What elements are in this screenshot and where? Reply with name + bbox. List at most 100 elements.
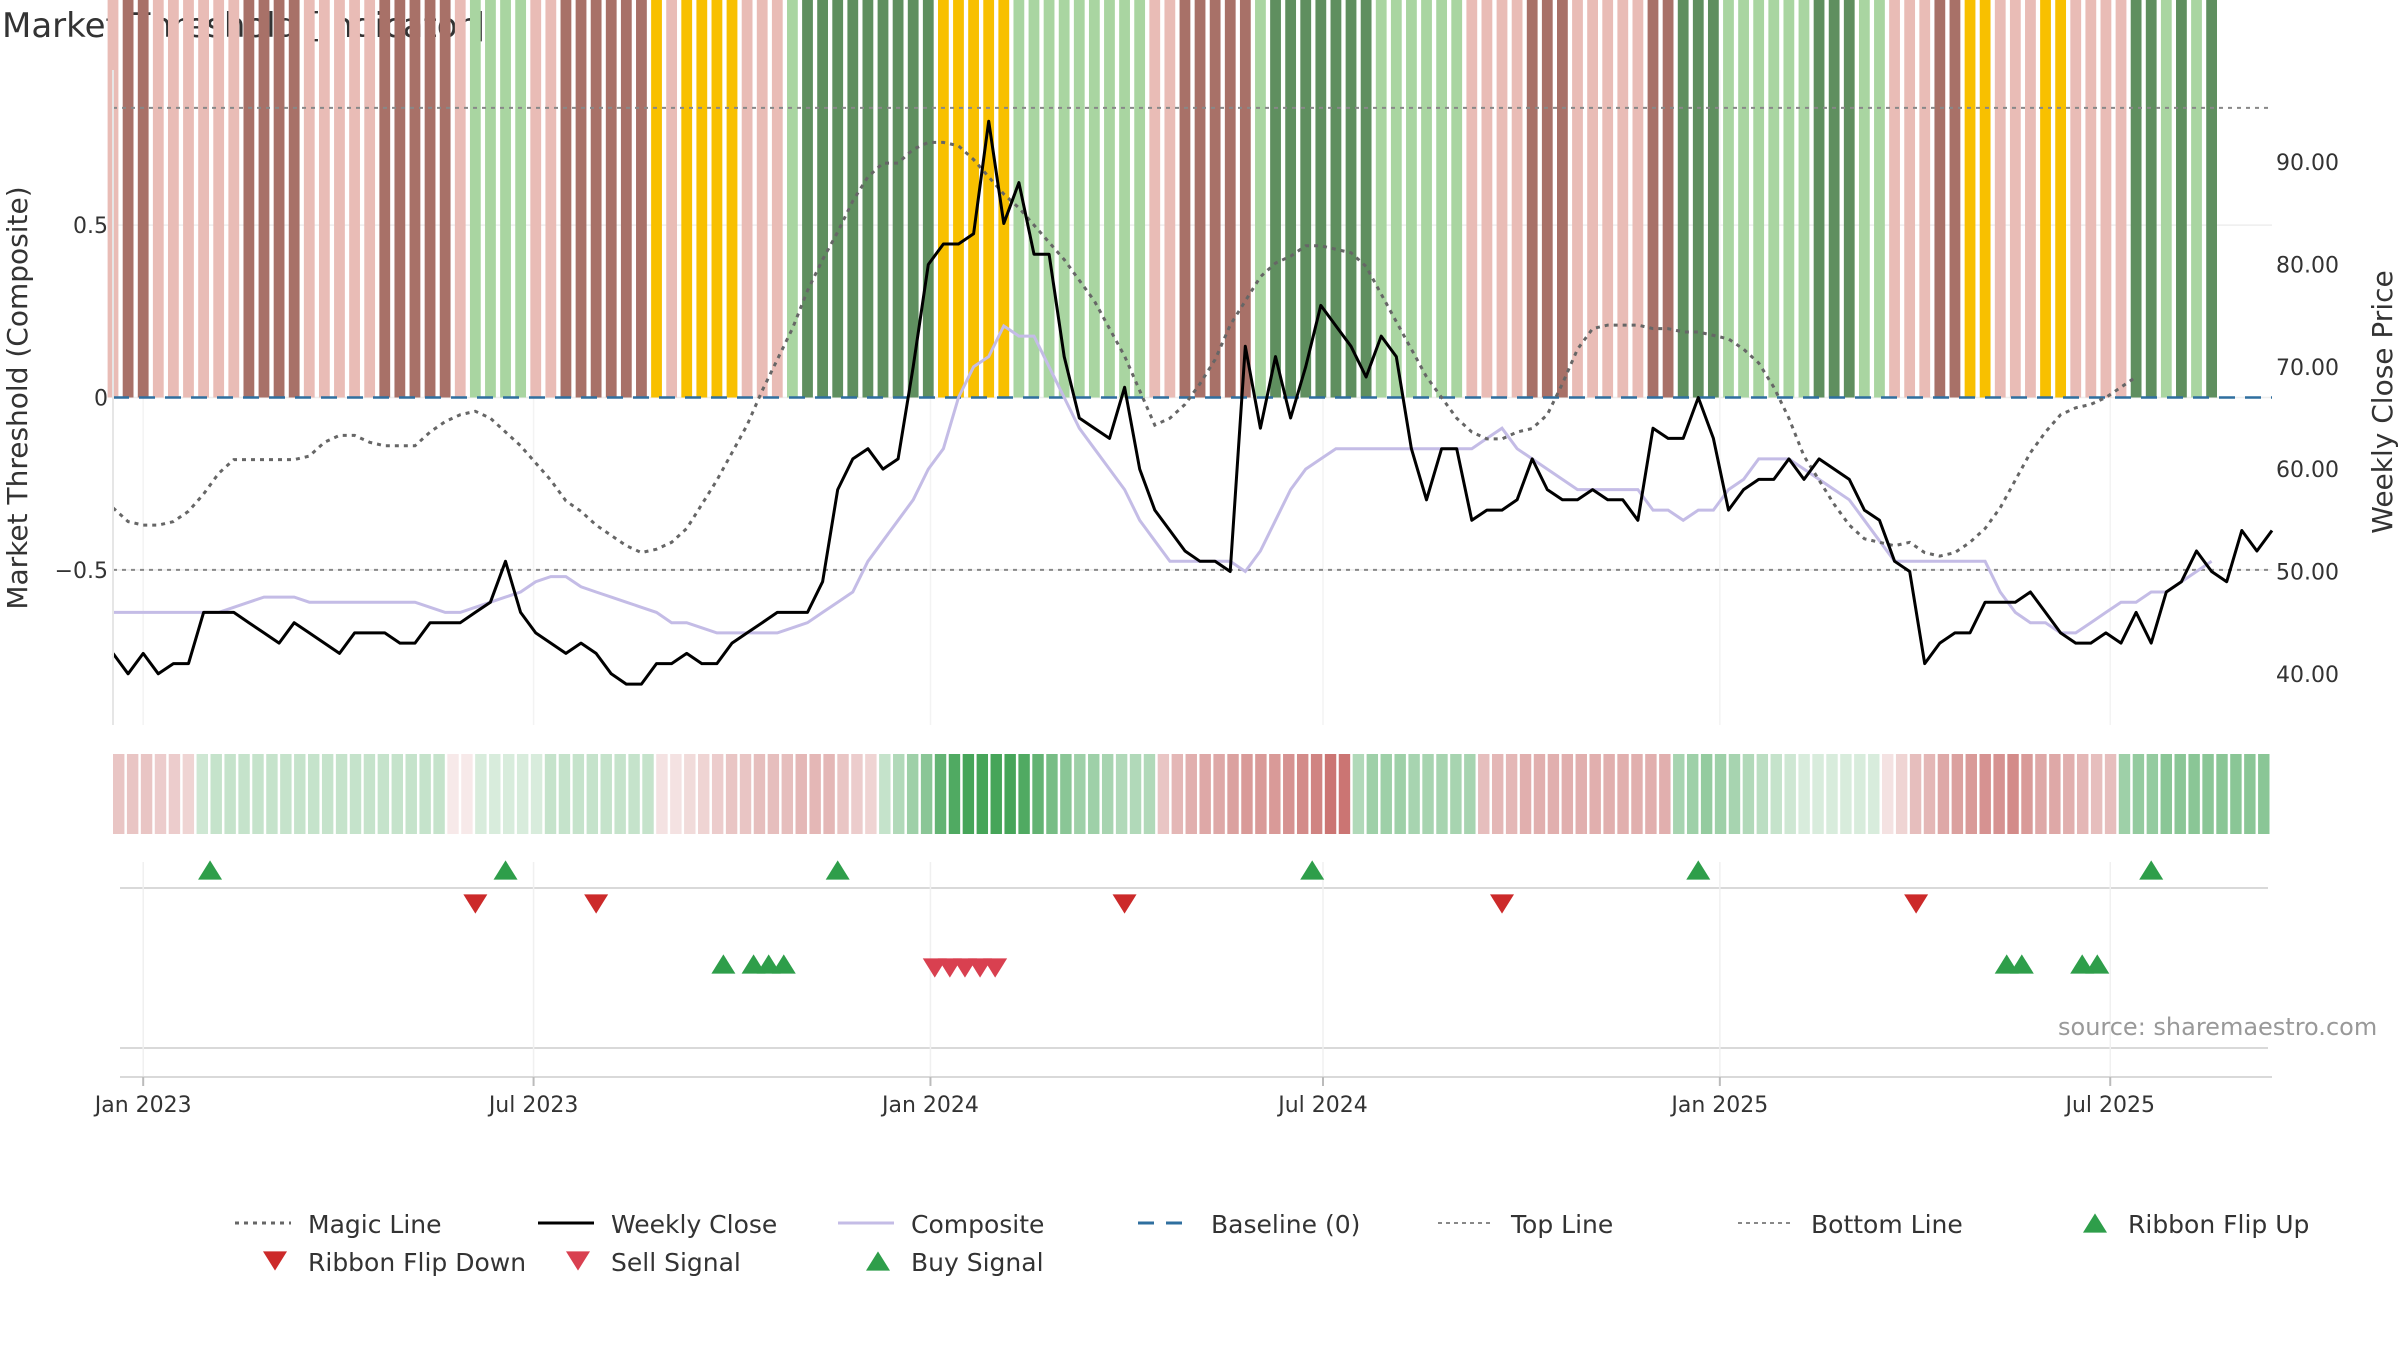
composite-bar xyxy=(198,0,209,398)
ribbon-cell xyxy=(1965,754,1977,834)
composite-bar xyxy=(1874,0,1885,398)
composite-bar xyxy=(228,0,240,398)
ribbon-cell xyxy=(1422,754,1434,834)
ribbon-cell xyxy=(1032,754,1044,834)
composite-bar xyxy=(1511,0,1523,398)
ribbon-cell xyxy=(753,754,766,834)
ribbon-cell xyxy=(1352,754,1365,834)
composite-bar xyxy=(2100,0,2112,398)
x-tick-label: Jan 2023 xyxy=(93,1093,192,1118)
ribbon-cell xyxy=(1923,754,1936,834)
composite-bar xyxy=(1436,0,1448,398)
composite-bar xyxy=(1994,0,2006,398)
ribbon-cell xyxy=(1227,754,1239,834)
composite-bar xyxy=(1285,0,1297,398)
ribbon-cell xyxy=(1589,754,1601,834)
composite-bar xyxy=(1572,0,1583,398)
ribbon-cell xyxy=(405,754,417,834)
ribbon-cell xyxy=(851,754,863,834)
ribbon-cell xyxy=(586,754,599,834)
ribbon-cell xyxy=(266,754,278,834)
ribbon-cell xyxy=(1686,754,1699,834)
ribbon-cell xyxy=(1269,754,1281,834)
ribbon-cell xyxy=(1603,754,1615,834)
signal-ribbon xyxy=(113,754,2270,834)
legend-label: Bottom Line xyxy=(1811,1210,1963,1239)
ribbon-cell xyxy=(1854,754,1866,834)
composite-bar xyxy=(213,0,225,398)
ribbon-cell xyxy=(948,754,961,834)
sell-signal-marker xyxy=(937,958,962,978)
composite-bar xyxy=(1481,0,1493,398)
ribbon-cell xyxy=(1728,754,1741,834)
composite-bar xyxy=(152,0,164,398)
composite-bar xyxy=(1088,0,1100,398)
ribbon-cell xyxy=(1951,754,1964,834)
composite-bar xyxy=(1632,0,1644,398)
composite-bar xyxy=(605,0,617,398)
composite-bar xyxy=(1602,0,1614,398)
ribbon-cell xyxy=(1380,754,1392,834)
composite-bar xyxy=(1723,0,1734,398)
composite-bar xyxy=(1164,0,1176,398)
weekly-close-line xyxy=(111,119,2274,686)
ribbon-cell xyxy=(1798,754,1810,834)
composite-bar xyxy=(862,0,874,398)
ribbon-cell xyxy=(126,754,139,834)
legend-label: Magic Line xyxy=(308,1210,442,1239)
x-tick-label: Jul 2023 xyxy=(487,1093,579,1118)
ribbon-cell xyxy=(461,754,473,834)
ribbon-cell xyxy=(1450,754,1462,834)
legend-label: Ribbon Flip Up xyxy=(2128,1210,2309,1239)
ribbon-cell xyxy=(1464,754,1476,834)
ribbon-cell xyxy=(600,754,612,834)
composite-bar xyxy=(1179,0,1191,398)
ribbon-cell xyxy=(1561,754,1574,834)
ribbon-cell xyxy=(879,754,891,834)
axes-layer: 0.5 0 −0.5 90.00 80.00 70.00 60.00 50.00 40.00 Ma… xyxy=(1,70,2399,725)
legend-swatch xyxy=(566,1251,590,1271)
buy-signal-marker xyxy=(2070,954,2095,974)
ribbon-cell xyxy=(196,754,208,834)
ribbon-cell xyxy=(795,754,807,834)
composite-bar xyxy=(167,0,179,398)
composite-bar xyxy=(2115,0,2127,398)
ribbon-cell xyxy=(210,754,222,834)
ribbon-cell xyxy=(294,754,306,834)
ribbon-cell xyxy=(1575,754,1587,834)
ribbon-cell xyxy=(1659,754,1671,834)
ribbon-cell xyxy=(419,754,431,834)
ribbon-cell xyxy=(1478,754,1490,834)
composite-bar xyxy=(1964,0,1976,398)
legend-item-magic-line: Magic Line xyxy=(235,1210,442,1239)
composite-bar xyxy=(1149,0,1161,398)
ribbon-cell xyxy=(1241,754,1253,834)
ribbon-cell xyxy=(698,754,710,834)
composite-bar xyxy=(1707,0,1719,398)
ribbon-cell xyxy=(1366,754,1379,834)
y2-tick-label: 40.00 xyxy=(2276,663,2339,688)
series-lines xyxy=(111,119,2274,686)
composite-bar xyxy=(349,0,360,398)
composite-bar xyxy=(1541,0,1553,398)
ribbon-cell xyxy=(614,754,626,834)
composite-bar xyxy=(756,0,768,398)
composite-bar xyxy=(1270,0,1281,398)
ribbon-cell xyxy=(1436,754,1448,834)
ribbon-cell xyxy=(530,754,543,834)
composite-bar xyxy=(817,0,828,398)
ribbon-cell xyxy=(1255,754,1267,834)
legend-swatch xyxy=(263,1251,287,1271)
ribbon-cell xyxy=(823,754,835,834)
composite-bar xyxy=(1496,0,1508,398)
ribbon-cell xyxy=(154,754,167,834)
composite-bar xyxy=(741,0,753,398)
composite-bar xyxy=(137,0,149,398)
buy-signal-marker xyxy=(1994,954,2019,974)
ribbon-cell xyxy=(572,754,585,834)
y2-axis-title: Weekly Close Price xyxy=(2366,270,2399,533)
ribbon-cell xyxy=(475,754,487,834)
x-tick-label: Jul 2024 xyxy=(1276,1093,1368,1118)
composite-bar xyxy=(681,0,693,398)
buy-signal-marker xyxy=(741,954,766,974)
